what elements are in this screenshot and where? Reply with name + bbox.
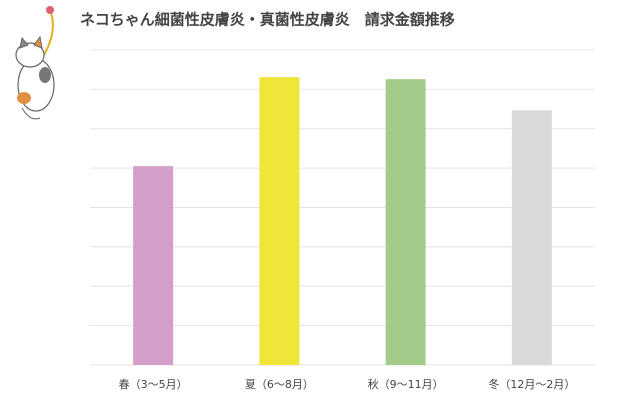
x-tick-label: 春（3〜5月） xyxy=(119,378,188,391)
chart-title: ネコちゃん細菌性皮膚炎・真菌性皮膚炎 請求金額推移 xyxy=(80,11,455,29)
bar xyxy=(511,110,552,366)
x-tick-label: 秋（9〜11月） xyxy=(368,377,444,391)
bar xyxy=(133,166,174,365)
cat-illustration xyxy=(15,6,55,120)
x-tick-label: 夏（6〜8月） xyxy=(245,378,314,391)
bar xyxy=(385,79,426,365)
x-tick-label: 冬（12月〜2月） xyxy=(488,377,575,391)
bar xyxy=(259,77,300,365)
